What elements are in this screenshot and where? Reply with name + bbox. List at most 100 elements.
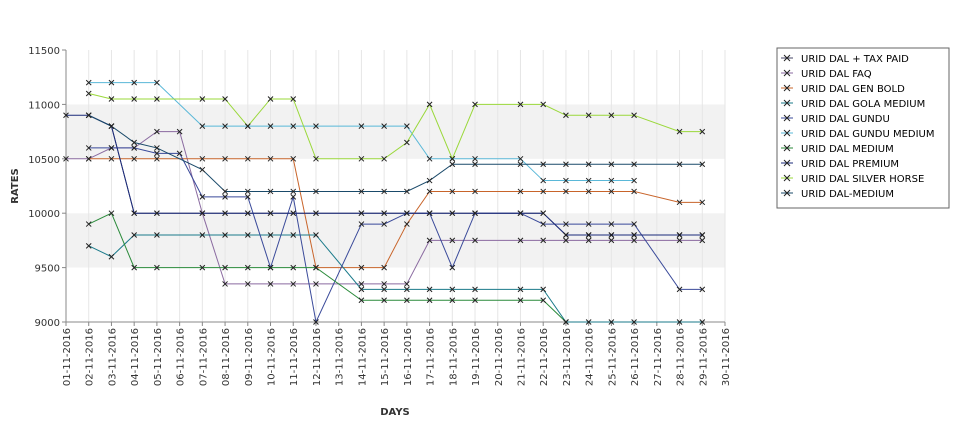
data-point-marker [176,128,183,135]
data-point-marker [244,194,251,200]
data-point-marker [244,123,251,130]
x-tick-label: 16-11-2016 [403,328,414,386]
data-point-marker [358,281,365,287]
data-point-marker [154,155,160,162]
legend-marker [783,159,791,167]
data-point-marker [676,286,683,293]
x-tick-label: 23-11-2016 [562,328,573,386]
legend-marker [783,144,791,152]
legend-marker [783,69,791,77]
data-point-marker [85,79,92,86]
legend-label: URID DAL PREMIUM [801,159,899,170]
data-point-marker [608,319,615,325]
data-point-marker [222,155,228,162]
data-point-marker [631,188,637,195]
data-point-marker [608,112,615,119]
x-tick-label: 22-11-2016 [539,328,550,386]
data-point-marker [290,194,297,200]
y-tick-label: 10500 [28,155,60,166]
data-point-marker [585,188,592,195]
series-line [88,234,703,323]
data-point-marker [472,188,478,195]
data-point-marker [85,112,92,119]
x-tick-label: 15-11-2016 [380,328,391,386]
data-point-marker [676,232,683,238]
data-point-marker [472,161,478,168]
data-point-marker [290,281,297,287]
data-point-marker [449,188,456,195]
series-layer [63,79,706,325]
data-point-marker [222,96,228,102]
data-point-marker [313,188,319,195]
legend-label: URID DAL GEN BOLD [801,84,905,95]
data-point-marker [358,286,365,293]
data-point-marker [358,155,365,162]
data-point-marker [290,210,297,217]
data-point-marker [404,188,410,195]
x-tick-label: 20-11-2016 [494,328,505,386]
legend-marker [783,84,791,92]
data-point-marker [313,232,319,238]
data-point-marker [131,232,138,238]
series-group [85,79,637,184]
data-point-marker [222,210,228,217]
data-point-marker [608,221,615,227]
data-point-marker [199,232,206,238]
data-point-marker [517,237,524,244]
data-point-marker [563,221,569,227]
data-point-marker [631,319,637,325]
data-point-marker [699,161,706,168]
data-point-marker [676,128,683,135]
x-tick-label: 03-11-2016 [107,328,118,386]
data-point-marker [313,155,319,162]
data-point-marker [676,237,683,244]
data-point-marker [699,199,706,206]
data-point-marker [517,297,524,304]
data-point-marker [540,101,547,108]
data-point-marker [381,188,387,195]
data-point-marker [676,199,683,206]
legend-label: URID DAL SILVER HORSE [801,174,924,185]
data-point-marker [358,123,365,130]
x-tick-label: 26-11-2016 [630,328,641,386]
legend: URID DAL + TAX PAID URID DAL FAQ URID DAL … [776,47,950,209]
data-point-marker [290,123,297,130]
data-point-marker [154,264,160,271]
data-point-marker [267,264,274,271]
legend-label: URID DAL MEDIUM [801,144,894,155]
data-point-marker [199,155,206,162]
data-point-marker [267,188,274,195]
data-point-marker [631,112,637,119]
data-point-marker [563,232,569,238]
data-point-marker [244,281,251,287]
data-point-marker [517,161,524,168]
x-tick-label: 10-11-2016 [267,328,278,386]
x-tick-label: 06-11-2016 [176,328,187,386]
data-point-marker [313,319,319,325]
x-axis-ticks: 01-11-2016 02-11-2016 03-11-2016 04-11-2016… [62,322,732,386]
data-point-marker [131,139,138,146]
data-point-marker [540,286,547,293]
legend-label: URID DAL FAQ [801,69,872,80]
data-point-marker [85,90,92,97]
data-point-marker [313,123,319,130]
data-point-marker [290,264,297,271]
data-point-marker [563,319,569,325]
data-point-marker [154,150,160,157]
data-point-marker [267,281,274,287]
data-point-marker [449,297,456,304]
data-point-marker [108,123,115,130]
data-point-marker [381,264,387,271]
data-point-marker [381,281,387,287]
data-point-marker [85,155,92,162]
data-point-marker [108,79,115,86]
data-point-marker [699,237,706,244]
data-point-marker [244,155,251,162]
x-tick-label: 24-11-2016 [585,328,596,386]
data-point-marker [290,232,297,238]
data-point-marker [176,150,183,157]
data-point-marker [267,123,274,130]
data-point-marker [699,319,706,325]
data-point-marker [585,112,592,119]
